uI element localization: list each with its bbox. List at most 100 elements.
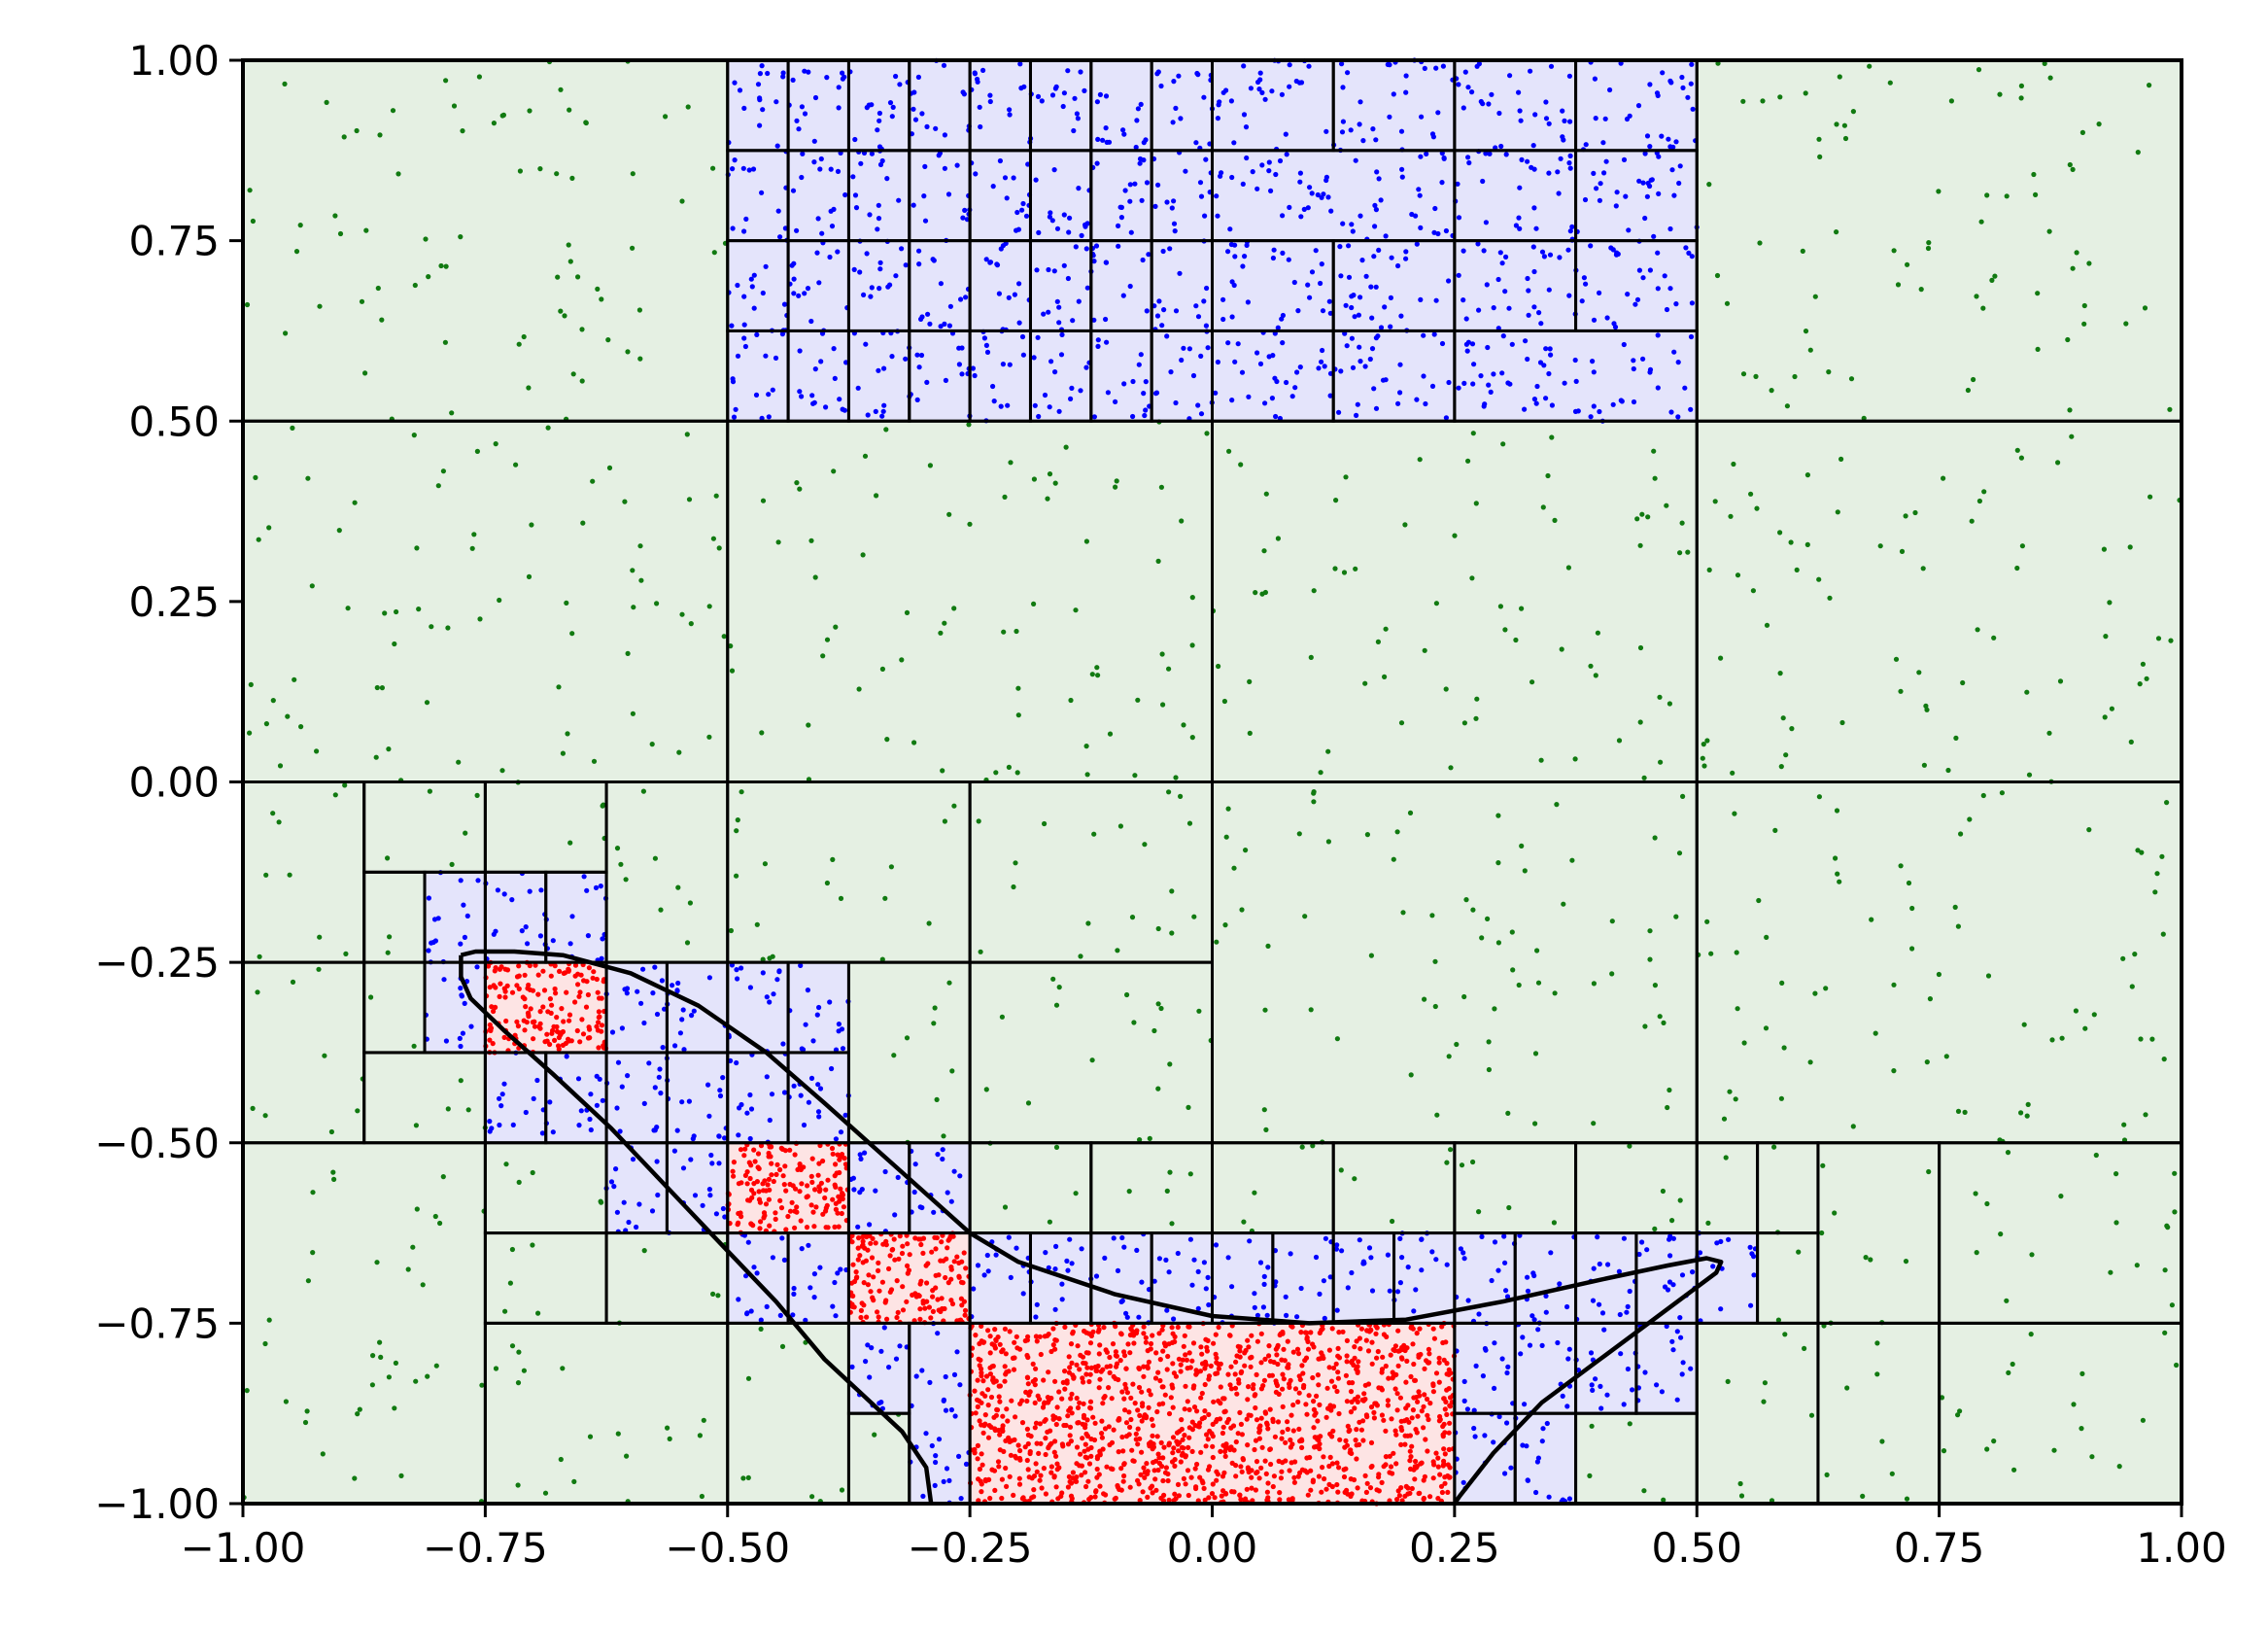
inside-point — [552, 1037, 558, 1043]
boundary-cell — [848, 1142, 910, 1233]
inside-point — [891, 1236, 897, 1242]
outside-point — [1708, 951, 1714, 956]
boundary-point — [1244, 155, 1250, 161]
inside-point — [809, 1156, 815, 1161]
boundary-point — [1205, 1274, 1211, 1280]
outside-point — [2031, 171, 2037, 178]
boundary-point — [1215, 213, 1220, 219]
boundary-point — [457, 1035, 463, 1041]
boundary-point — [1471, 1425, 1477, 1432]
outside-point — [1991, 635, 1997, 641]
inside-point — [1170, 1435, 1177, 1440]
boundary-point — [654, 1159, 660, 1164]
outside-point — [1835, 509, 1840, 515]
outside-point — [1784, 403, 1790, 409]
inside-point — [1246, 1344, 1252, 1350]
inside-point — [744, 1181, 750, 1187]
inside-point — [1099, 1431, 1105, 1437]
boundary-point — [1513, 223, 1519, 228]
inside-point — [1362, 1473, 1368, 1478]
boundary-point — [1441, 156, 1447, 161]
boundary-cell — [788, 240, 849, 331]
inside-point — [1019, 1420, 1026, 1426]
outside-point — [2144, 676, 2149, 681]
boundary-point — [1599, 1310, 1606, 1316]
inside-point — [1086, 1461, 1093, 1467]
outside-point — [1222, 922, 1228, 928]
boundary-point — [1280, 340, 1286, 346]
boundary-point — [1546, 121, 1552, 126]
boundary-point — [1517, 108, 1523, 114]
boundary-point — [973, 171, 979, 177]
boundary-point — [1229, 174, 1235, 181]
boundary-point — [781, 1257, 788, 1263]
inside-point — [1425, 1396, 1430, 1403]
boundary-point — [811, 1295, 817, 1300]
inside-point — [1394, 1497, 1400, 1503]
outside-point — [1957, 1408, 1963, 1414]
inside-point — [1126, 1409, 1132, 1415]
outside-point — [2033, 191, 2039, 197]
boundary-point — [1644, 193, 1650, 199]
boundary-point — [755, 82, 762, 87]
inside-point — [1182, 1406, 1187, 1412]
outside-point — [2103, 634, 2109, 640]
boundary-point — [1072, 95, 1078, 101]
inside-point — [1335, 1489, 1341, 1495]
boundary-point — [1373, 137, 1379, 143]
boundary-point — [1031, 355, 1037, 361]
outside-point — [891, 1053, 897, 1058]
outside-point — [2137, 681, 2143, 687]
boundary-point — [774, 977, 780, 983]
inside-point — [1036, 1450, 1042, 1456]
boundary-point — [1059, 1281, 1065, 1287]
boundary-point — [1665, 1287, 1671, 1293]
outside-point — [1469, 575, 1475, 581]
boundary-point — [879, 413, 885, 419]
inside-point — [1417, 1326, 1423, 1332]
inside-point — [975, 1377, 980, 1383]
outside-point — [1955, 923, 1961, 929]
outside-point — [941, 1133, 946, 1139]
outside-point — [535, 1310, 541, 1316]
inside-point — [1009, 1398, 1014, 1404]
inside-point — [1066, 1369, 1072, 1375]
outside-point — [1352, 1176, 1357, 1182]
inside-point — [808, 1202, 814, 1208]
inside-point — [1393, 1461, 1399, 1467]
outside-point — [429, 624, 434, 630]
inside-point — [1374, 1325, 1380, 1331]
boundary-point — [890, 104, 896, 110]
outside-point — [1588, 663, 1594, 669]
boundary-point — [1171, 1316, 1177, 1322]
boundary-point — [1475, 241, 1481, 247]
outside-point — [1473, 715, 1479, 721]
outside-point — [1454, 1041, 1460, 1048]
boundary-point — [1198, 193, 1205, 199]
boundary-point — [875, 127, 880, 133]
boundary-point — [1548, 63, 1555, 69]
inside-point — [773, 1216, 778, 1222]
outside-point — [1318, 770, 1323, 776]
inside-point — [1334, 1460, 1340, 1466]
outside-point — [728, 643, 734, 649]
boundary-cell — [727, 150, 789, 241]
boundary-point — [1398, 128, 1405, 134]
y-tick-label: 0.50 — [128, 398, 220, 445]
inside-point — [1075, 1343, 1081, 1349]
outside-point — [1535, 980, 1542, 986]
boundary-point — [1535, 1327, 1541, 1333]
inside-point — [1002, 1378, 1008, 1384]
boundary-point — [1041, 311, 1047, 317]
inside-point — [1189, 1448, 1195, 1454]
boundary-point — [1161, 307, 1167, 313]
inside-point — [991, 1414, 997, 1420]
boundary-point — [912, 1161, 918, 1167]
inside-point — [1180, 1357, 1186, 1363]
outside-point — [2035, 346, 2041, 352]
inside-point — [533, 962, 538, 968]
boundary-point — [1142, 412, 1148, 419]
outside-point — [566, 242, 571, 248]
boundary-point — [1519, 156, 1525, 162]
outside-point — [676, 749, 682, 755]
